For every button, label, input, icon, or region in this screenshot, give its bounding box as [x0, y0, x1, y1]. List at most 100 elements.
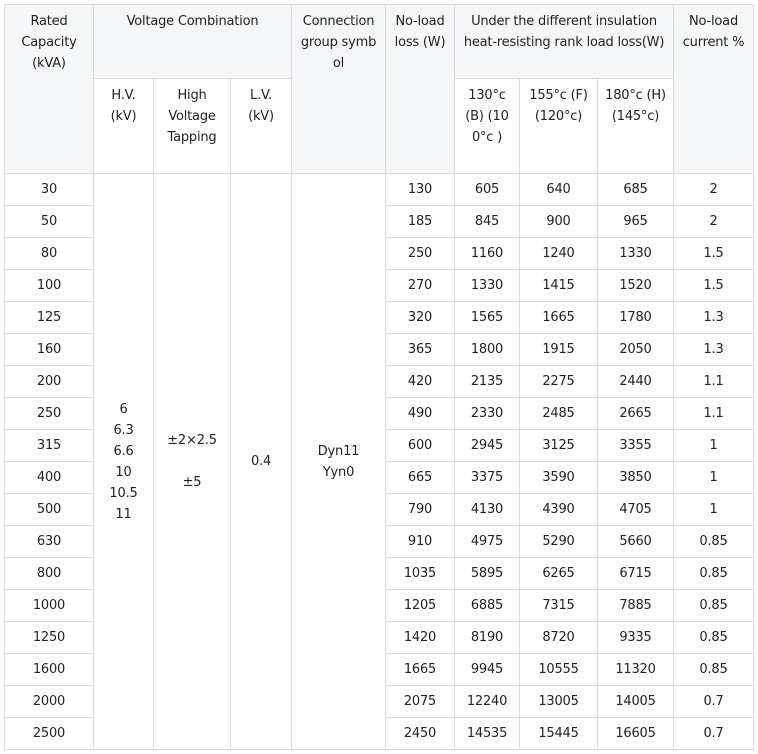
header-connection-group: Connection group symbol	[291, 4, 386, 174]
cell-no-load-current: 2	[673, 205, 754, 238]
header-class-h: 180°c (H) (145°c)	[597, 78, 674, 174]
cell-no-load-current: 0.7	[673, 717, 754, 750]
cell-load-loss-f: 6265	[519, 557, 598, 590]
cell-rated-capacity: 100	[4, 269, 94, 302]
cell-load-loss-h: 1330	[597, 237, 674, 270]
cell-no-load-loss: 420	[385, 365, 455, 398]
cell-load-loss-b: 2945	[454, 429, 520, 462]
cell-load-loss-b: 4130	[454, 493, 520, 526]
cell-load-loss-f: 1665	[519, 301, 598, 334]
cell-load-loss-b: 1565	[454, 301, 520, 334]
table-row: 80 250 1160 1240 1330 1.5	[4, 237, 754, 270]
table-row: 1600 1665 9945 10555 11320 0.85	[4, 653, 754, 686]
cell-no-load-loss: 790	[385, 493, 455, 526]
cell-load-loss-b: 12240	[454, 685, 520, 718]
cell-load-loss-f: 900	[519, 205, 598, 238]
cell-load-loss-f: 1240	[519, 237, 598, 270]
table-row: 800 1035 5895 6265 6715 0.85	[4, 557, 754, 590]
cell-load-loss-b: 9945	[454, 653, 520, 686]
cell-no-load-current: 1.5	[673, 237, 754, 270]
cell-load-loss-b: 845	[454, 205, 520, 238]
cell-lv: 0.4	[230, 173, 292, 750]
header-class-f: 155°c (F) (120°c)	[519, 78, 598, 174]
cell-no-load-loss: 185	[385, 205, 455, 238]
cell-load-loss-h: 3850	[597, 461, 674, 494]
cell-load-loss-h: 4705	[597, 493, 674, 526]
cell-load-loss-f: 1415	[519, 269, 598, 302]
cell-load-loss-h: 2440	[597, 365, 674, 398]
header-no-load-current: No-load current %	[673, 4, 754, 174]
cell-load-loss-h: 1520	[597, 269, 674, 302]
cell-no-load-current: 1.5	[673, 269, 754, 302]
cell-no-load-current: 0.85	[673, 589, 754, 622]
table-row: 250 490 2330 2485 2665 1.1	[4, 397, 754, 430]
cell-rated-capacity: 1600	[4, 653, 94, 686]
cell-no-load-current: 1.1	[673, 397, 754, 430]
cell-no-load-current: 0.85	[673, 621, 754, 654]
cell-rated-capacity: 800	[4, 557, 94, 590]
cell-load-loss-f: 13005	[519, 685, 598, 718]
cell-load-loss-b: 1800	[454, 333, 520, 366]
cell-no-load-loss: 320	[385, 301, 455, 334]
cell-rated-capacity: 125	[4, 301, 94, 334]
cell-load-loss-f: 3125	[519, 429, 598, 462]
cell-load-loss-b: 1330	[454, 269, 520, 302]
cell-hv-tapping: ±2×2.5 ±5	[153, 173, 231, 750]
cell-connection-group: Dyn11 Yyn0	[291, 173, 386, 750]
cell-load-loss-h: 1780	[597, 301, 674, 334]
cell-load-loss-f: 8720	[519, 621, 598, 654]
header-no-load-loss: No-load loss (W)	[385, 4, 455, 174]
table-row: 30 6 6.3 6.6 10 10.5 11 ±2×2.5 ±5 0.4 Dyn11 …	[4, 173, 754, 750]
cell-load-loss-b: 6885	[454, 589, 520, 622]
cell-load-loss-b: 4975	[454, 525, 520, 558]
cell-rated-capacity: 1000	[4, 589, 94, 622]
cell-load-loss-b: 5895	[454, 557, 520, 590]
table-row: 2500 2450 14535 15445 16605 0.7	[4, 717, 754, 750]
cell-no-load-current: 2	[673, 173, 754, 206]
header-lv: L.V. (kV)	[230, 78, 292, 174]
cell-no-load-loss: 1420	[385, 621, 455, 654]
header-rated-capacity: Rated Capacity (kVA)	[4, 4, 94, 174]
cell-rated-capacity: 500	[4, 493, 94, 526]
cell-no-load-loss: 270	[385, 269, 455, 302]
cell-no-load-loss: 1205	[385, 589, 455, 622]
transformer-spec-table: Rated Capacity (kVA) Voltage Combination…	[4, 4, 754, 750]
table-row: 315 600 2945 3125 3355 1	[4, 429, 754, 462]
cell-no-load-loss: 1035	[385, 557, 455, 590]
cell-load-loss-f: 4390	[519, 493, 598, 526]
cell-rated-capacity: 50	[4, 205, 94, 238]
cell-rated-capacity: 630	[4, 525, 94, 558]
header-hv-tapping: High Voltage Tapping	[153, 78, 231, 174]
header-hv: H.V. (kV)	[93, 78, 154, 174]
cell-no-load-current: 0.85	[673, 557, 754, 590]
table-row: 50 185 845 900 965 2	[4, 205, 754, 238]
cell-load-loss-h: 9335	[597, 621, 674, 654]
cell-no-load-current: 1.3	[673, 333, 754, 366]
cell-load-loss-b: 3375	[454, 461, 520, 494]
cell-no-load-loss: 600	[385, 429, 455, 462]
cell-load-loss-h: 2050	[597, 333, 674, 366]
cell-no-load-current: 1	[673, 461, 754, 494]
cell-no-load-current: 1	[673, 493, 754, 526]
table-row: 1000 1205 6885 7315 7885 0.85	[4, 589, 754, 622]
table-row: 2000 2075 12240 13005 14005 0.7	[4, 685, 754, 718]
cell-no-load-current: 1.3	[673, 301, 754, 334]
cell-hv: 6 6.3 6.6 10 10.5 11	[93, 173, 154, 750]
table-row: 500 790 4130 4390 4705 1	[4, 493, 754, 526]
cell-rated-capacity: 80	[4, 237, 94, 270]
cell-load-loss-h: 2665	[597, 397, 674, 430]
cell-no-load-loss: 250	[385, 237, 455, 270]
cell-rated-capacity: 2500	[4, 717, 94, 750]
cell-rated-capacity: 200	[4, 365, 94, 398]
cell-load-loss-b: 14535	[454, 717, 520, 750]
cell-load-loss-h: 965	[597, 205, 674, 238]
cell-no-load-loss: 910	[385, 525, 455, 558]
table-row: 630 910 4975 5290 5660 0.85	[4, 525, 754, 558]
cell-no-load-loss: 365	[385, 333, 455, 366]
cell-load-loss-h: 6715	[597, 557, 674, 590]
cell-load-loss-b: 605	[454, 173, 520, 206]
header-class-b: 130°c (B) (100°c )	[454, 78, 520, 174]
cell-load-loss-f: 640	[519, 173, 598, 206]
cell-load-loss-f: 15445	[519, 717, 598, 750]
cell-load-loss-h: 16605	[597, 717, 674, 750]
